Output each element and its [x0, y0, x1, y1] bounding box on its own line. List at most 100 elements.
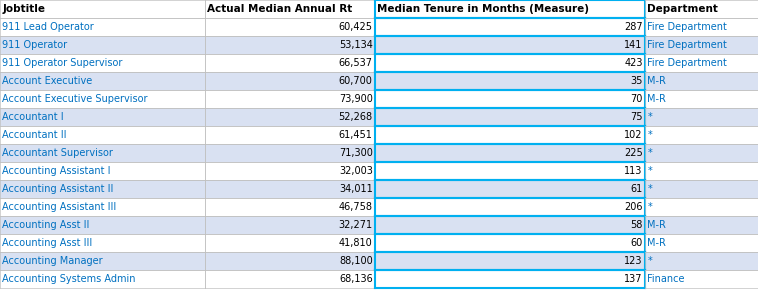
- Bar: [375, 216, 645, 234]
- Bar: [205, 162, 375, 180]
- Text: Fire Department: Fire Department: [647, 22, 727, 32]
- Text: 123: 123: [625, 256, 643, 266]
- Text: 61,451: 61,451: [339, 130, 373, 140]
- Bar: [645, 144, 758, 162]
- Bar: [0, 108, 205, 126]
- Text: Department: Department: [647, 4, 718, 14]
- Bar: [375, 126, 645, 144]
- Text: 32,271: 32,271: [339, 220, 373, 230]
- Bar: [375, 108, 645, 126]
- Text: 34,011: 34,011: [339, 184, 373, 194]
- Bar: [205, 270, 375, 288]
- Bar: [0, 216, 205, 234]
- Text: 225: 225: [624, 148, 643, 158]
- Bar: [645, 198, 758, 216]
- Bar: [375, 90, 645, 108]
- Bar: [375, 198, 645, 216]
- Text: Finance: Finance: [647, 274, 684, 284]
- Bar: [205, 54, 375, 72]
- Bar: [205, 198, 375, 216]
- Text: Accounting Asst III: Accounting Asst III: [2, 238, 92, 248]
- Bar: [205, 180, 375, 198]
- Bar: [205, 36, 375, 54]
- Text: *: *: [647, 166, 652, 176]
- Bar: [205, 216, 375, 234]
- Bar: [645, 72, 758, 90]
- Bar: [205, 18, 375, 36]
- Bar: [0, 180, 205, 198]
- Text: 61: 61: [631, 184, 643, 194]
- Bar: [0, 234, 205, 252]
- Bar: [205, 90, 375, 108]
- Bar: [375, 18, 645, 36]
- Bar: [0, 18, 205, 36]
- Text: Jobtitle: Jobtitle: [2, 4, 45, 14]
- Text: *: *: [647, 148, 652, 158]
- Text: 35: 35: [631, 76, 643, 86]
- Bar: [645, 36, 758, 54]
- Bar: [0, 90, 205, 108]
- Text: *: *: [647, 112, 652, 122]
- Bar: [205, 144, 375, 162]
- Bar: [375, 36, 645, 54]
- Text: 911 Operator: 911 Operator: [2, 40, 67, 50]
- Bar: [645, 252, 758, 270]
- Text: Accounting Systems Admin: Accounting Systems Admin: [2, 274, 136, 284]
- Text: 88,100: 88,100: [339, 256, 373, 266]
- Bar: [645, 162, 758, 180]
- Bar: [205, 126, 375, 144]
- Text: Fire Department: Fire Department: [647, 40, 727, 50]
- Bar: [0, 72, 205, 90]
- Text: Accountant I: Accountant I: [2, 112, 64, 122]
- Bar: [645, 270, 758, 288]
- Bar: [375, 180, 645, 198]
- Text: Account Executive: Account Executive: [2, 76, 92, 86]
- Text: Actual Median Annual Rt: Actual Median Annual Rt: [207, 4, 352, 14]
- Bar: [0, 252, 205, 270]
- Text: 423: 423: [625, 58, 643, 68]
- Bar: [645, 216, 758, 234]
- Text: Accounting Asst II: Accounting Asst II: [2, 220, 89, 230]
- Text: 70: 70: [631, 94, 643, 104]
- Bar: [375, 270, 645, 288]
- Bar: [645, 126, 758, 144]
- Text: 41,810: 41,810: [339, 238, 373, 248]
- Text: 102: 102: [625, 130, 643, 140]
- Text: 911 Lead Operator: 911 Lead Operator: [2, 22, 94, 32]
- Bar: [205, 108, 375, 126]
- Text: 73,900: 73,900: [339, 94, 373, 104]
- Bar: [375, 0, 645, 18]
- Bar: [0, 54, 205, 72]
- Text: 46,758: 46,758: [339, 202, 373, 212]
- Bar: [0, 0, 205, 18]
- Text: 32,003: 32,003: [339, 166, 373, 176]
- Text: 287: 287: [624, 22, 643, 32]
- Text: Accountant II: Accountant II: [2, 130, 67, 140]
- Bar: [645, 108, 758, 126]
- Bar: [375, 234, 645, 252]
- Bar: [375, 54, 645, 72]
- Bar: [205, 0, 375, 18]
- Text: *: *: [647, 202, 652, 212]
- Bar: [0, 198, 205, 216]
- Bar: [205, 252, 375, 270]
- Text: Accounting Assistant I: Accounting Assistant I: [2, 166, 111, 176]
- Text: Fire Department: Fire Department: [647, 58, 727, 68]
- Text: 60,425: 60,425: [339, 22, 373, 32]
- Bar: [645, 18, 758, 36]
- Text: 58: 58: [631, 220, 643, 230]
- Text: M-R: M-R: [647, 220, 666, 230]
- Text: 206: 206: [625, 202, 643, 212]
- Text: Accountant Supervisor: Accountant Supervisor: [2, 148, 113, 158]
- Bar: [645, 54, 758, 72]
- Text: 52,268: 52,268: [339, 112, 373, 122]
- Text: 66,537: 66,537: [339, 58, 373, 68]
- Bar: [645, 0, 758, 18]
- Text: M-R: M-R: [647, 76, 666, 86]
- Bar: [0, 270, 205, 288]
- Bar: [205, 72, 375, 90]
- Text: 113: 113: [625, 166, 643, 176]
- Text: 68,136: 68,136: [339, 274, 373, 284]
- Text: Account Executive Supervisor: Account Executive Supervisor: [2, 94, 148, 104]
- Bar: [0, 126, 205, 144]
